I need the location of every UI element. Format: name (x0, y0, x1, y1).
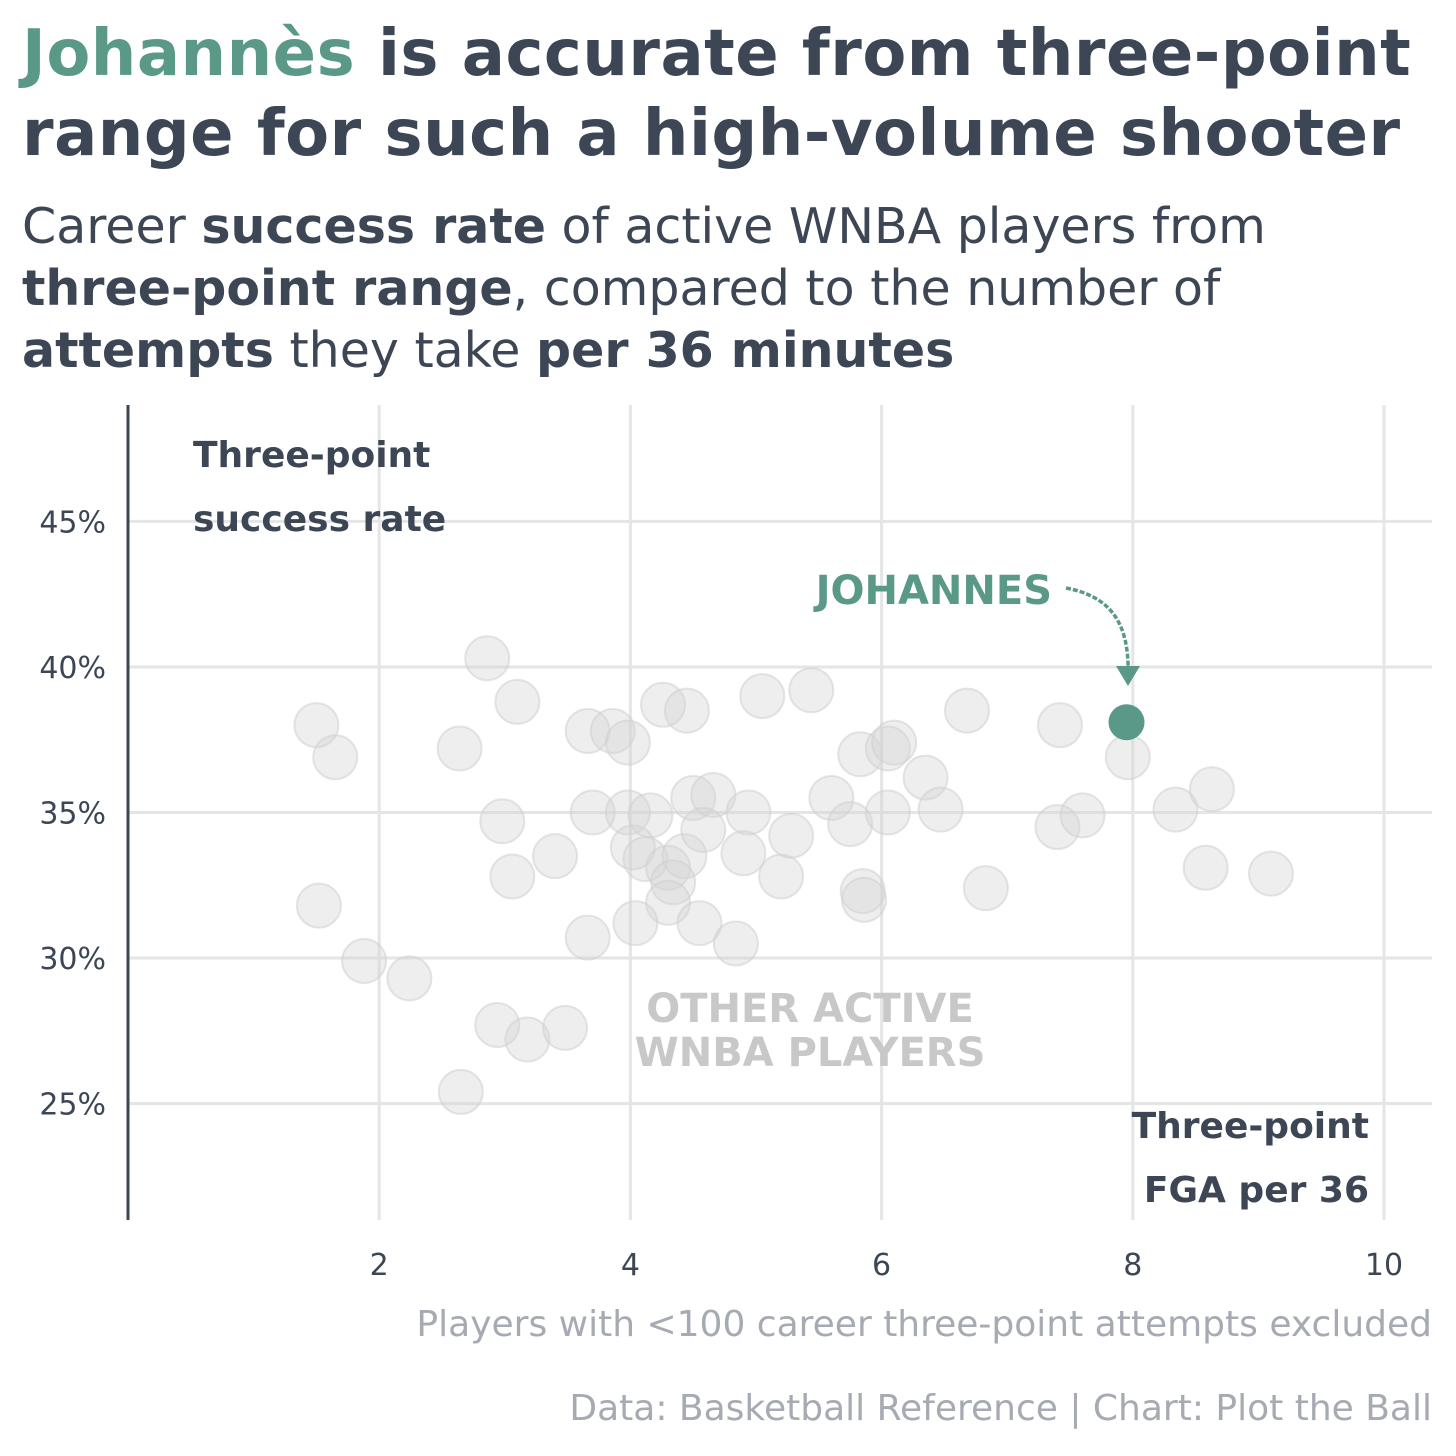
player-point (712, 920, 759, 967)
player-point (589, 708, 636, 754)
y-tick-label: 45% (39, 505, 106, 540)
player-point (489, 853, 536, 900)
player-point (604, 719, 651, 766)
y-tick-label: 35% (39, 797, 106, 832)
player-point (739, 673, 786, 720)
others-label-line1: OTHER ACTIVE (646, 986, 974, 1032)
x-tick-label: 8 (1123, 1248, 1142, 1283)
player-point (871, 719, 918, 766)
highlight-label: JOHANNES (813, 568, 1052, 614)
x-axis-label-line1: Three-point (1132, 1106, 1369, 1147)
subtitle-part: of active WNBA players from (545, 198, 1266, 255)
player-point (1104, 734, 1151, 781)
subtitle-bold: attempts (22, 322, 274, 379)
player-point (788, 667, 835, 714)
player-point (1182, 844, 1229, 891)
x-axis-label-line2: FGA per 36 (1144, 1170, 1369, 1211)
subtitle-part: Career (22, 198, 202, 255)
player-point (650, 859, 697, 906)
title-rest-line1: is accurate from three-point (355, 17, 1412, 91)
player-point (1034, 804, 1081, 851)
player-point (494, 678, 541, 725)
player-point (1059, 792, 1106, 839)
x-tick-label: 2 (370, 1248, 389, 1283)
player-point (341, 937, 388, 984)
player-point (1188, 766, 1235, 813)
player-point (312, 734, 359, 781)
others-label-line2: WNBA PLAYERS (635, 1030, 986, 1076)
johannes-point (1108, 704, 1145, 741)
player-point (864, 725, 911, 772)
player-point (1152, 786, 1199, 833)
player-point (720, 830, 767, 877)
player-point (564, 914, 611, 961)
player-point (827, 801, 874, 848)
player-point (768, 812, 815, 859)
player-point (1247, 850, 1294, 897)
axis-ticks: 2 4 6 8 10 25% 30% 35% 40% 45% (39, 505, 1403, 1283)
player-point (663, 687, 710, 734)
player-point (841, 876, 888, 923)
player-point (758, 853, 805, 900)
y-tick-label: 30% (39, 942, 106, 977)
player-point (437, 1068, 484, 1115)
subtitle-bold: success rate (201, 198, 546, 255)
subtitle-bold: three-point range (22, 260, 513, 317)
other-players-points (293, 635, 1294, 1115)
subtitle-bold: per 36 minutes (536, 322, 955, 379)
x-tick-label: 4 (621, 1248, 640, 1283)
player-point (436, 725, 483, 772)
title-highlight-name: Johannès (22, 17, 356, 91)
highlight-arrow-head (1116, 666, 1140, 686)
y-axis-label-line2: success rate (193, 499, 446, 540)
x-tick-label: 10 (1365, 1248, 1403, 1283)
x-tick-label: 6 (872, 1248, 891, 1283)
exclusion-note: Players with <100 career three-point att… (416, 1304, 1432, 1345)
player-point (864, 789, 911, 836)
player-point (386, 955, 433, 1002)
grid-lines (128, 405, 1432, 1220)
subtitle-part: , compared to the number of (512, 260, 1221, 317)
player-point (479, 798, 526, 845)
subtitle-part: they take (273, 322, 537, 379)
y-axis-label-line1: Three-point (193, 435, 430, 476)
player-point (676, 900, 723, 947)
player-point (917, 786, 964, 833)
highlight-arrow (1065, 586, 1130, 677)
player-point (944, 687, 991, 734)
player-point (542, 1004, 589, 1051)
player-point (725, 789, 772, 836)
player-point (569, 789, 616, 836)
player-point (464, 635, 511, 682)
player-point (962, 865, 1009, 912)
player-point (532, 833, 579, 880)
y-tick-label: 25% (39, 1088, 106, 1123)
player-point (612, 900, 659, 947)
credit-note: Data: Basketball Reference | Chart: Plot… (569, 1388, 1432, 1429)
player-point (661, 833, 708, 880)
y-tick-label: 40% (39, 651, 106, 686)
player-point (808, 774, 855, 821)
chart-title: Johannès is accurate from three-point ran… (22, 14, 1442, 174)
player-point (504, 1016, 551, 1063)
player-point (474, 1001, 521, 1048)
player-point (1036, 702, 1083, 749)
player-point (295, 882, 342, 929)
chart-subtitle: Career success rate of active WNBA playe… (22, 196, 1442, 382)
title-line2: range for such a high-volume shooter (22, 97, 1401, 171)
player-point (680, 806, 727, 853)
